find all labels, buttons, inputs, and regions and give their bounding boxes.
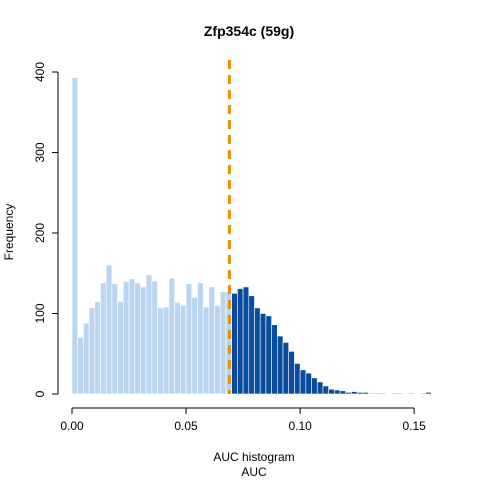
histogram-bar-15 [157, 307, 164, 395]
histogram-bar-41 [305, 372, 312, 395]
chart-title: Zfp354c (59g) [204, 23, 294, 39]
histogram-bar-45 [328, 388, 335, 395]
histogram-bar-14 [151, 280, 158, 395]
histogram-bar-9 [123, 280, 130, 395]
histogram-bar-4 [94, 301, 101, 395]
histogram-bar-22 [197, 282, 204, 395]
histogram-bar-57 [396, 392, 404, 395]
histogram-bar-49 [351, 391, 358, 395]
histogram-bar-1 [77, 337, 84, 395]
histogram-bar-35 [271, 324, 278, 395]
histogram-bar-42 [311, 377, 318, 395]
histogram-bar-54 [379, 392, 386, 395]
histogram-bar-43 [316, 381, 324, 395]
histogram-bar-56 [391, 392, 398, 395]
histogram-bar-19 [180, 305, 187, 395]
histogram-bar-2 [83, 322, 90, 395]
histogram-bar-34 [265, 315, 272, 395]
histogram-bar-18 [174, 301, 181, 395]
histogram-bar-6 [105, 264, 113, 395]
histogram-bar-50 [356, 392, 364, 395]
histogram-bar-12 [140, 286, 147, 395]
x-axis-title: AUC [241, 465, 267, 479]
histogram-bar-40 [299, 369, 307, 395]
histogram-bar-48 [345, 392, 352, 395]
histogram-bar-20 [185, 283, 193, 395]
histogram-bar-62 [425, 392, 432, 395]
histogram-bar-25 [214, 305, 221, 395]
histogram-bar-61 [419, 392, 426, 395]
y-tick-label-1: 100 [33, 303, 47, 323]
histogram-bar-3 [88, 307, 96, 395]
x-tick-label-0: 0.00 [60, 419, 84, 433]
histogram-bar-11 [134, 282, 141, 395]
histogram-bar-17 [168, 277, 175, 395]
x-axis-sublabel: AUC histogram [213, 450, 294, 464]
histogram-bar-13 [145, 274, 153, 395]
x-tick-label-1: 0.05 [174, 419, 198, 433]
y-tick-label-4: 400 [33, 62, 47, 82]
histogram-bar-36 [277, 335, 284, 395]
histogram-bar-28 [231, 293, 238, 395]
histogram-bar-38 [288, 351, 295, 395]
histogram-bar-30 [242, 286, 250, 395]
histogram-bar-44 [322, 385, 329, 395]
y-axis: 0 100 200 300 400 [33, 62, 59, 397]
y-tick-label-2: 200 [33, 223, 47, 243]
histogram-bar-37 [282, 342, 290, 395]
y-axis-title: Frequency [2, 204, 16, 261]
y-tick-label-3: 300 [33, 142, 47, 162]
histogram-bar-23 [202, 306, 210, 395]
histogram-bar-24 [208, 286, 215, 395]
histogram-bar-29 [237, 288, 244, 395]
histogram-bar-59 [408, 392, 415, 395]
histogram-bar-5 [100, 282, 107, 395]
histogram-bar-7 [111, 283, 118, 395]
histogram-bar-10 [128, 278, 136, 395]
histogram-bar-47 [339, 390, 347, 395]
histogram-bar-46 [334, 389, 341, 395]
histogram-bar-33 [259, 313, 267, 395]
histogram-bar-32 [254, 307, 261, 395]
histogram-bar-26 [219, 291, 227, 395]
histogram-bar-31 [248, 295, 255, 395]
histogram-bar-8 [117, 301, 124, 395]
histogram-bar-16 [162, 306, 170, 395]
x-tick-label-2: 0.10 [288, 419, 312, 433]
histogram-bar-53 [373, 392, 381, 395]
histogram-bar-39 [294, 363, 301, 395]
histogram-bar-52 [368, 392, 375, 395]
histogram-bar-21 [191, 297, 198, 395]
histogram-bars [71, 77, 432, 395]
histogram-bar-51 [362, 392, 369, 395]
histogram-bar-0 [71, 77, 79, 395]
x-axis: 0.00 0.05 0.10 0.15 [60, 407, 427, 433]
x-tick-label-3: 0.15 [403, 419, 427, 433]
y-tick-label-0: 0 [33, 390, 47, 397]
